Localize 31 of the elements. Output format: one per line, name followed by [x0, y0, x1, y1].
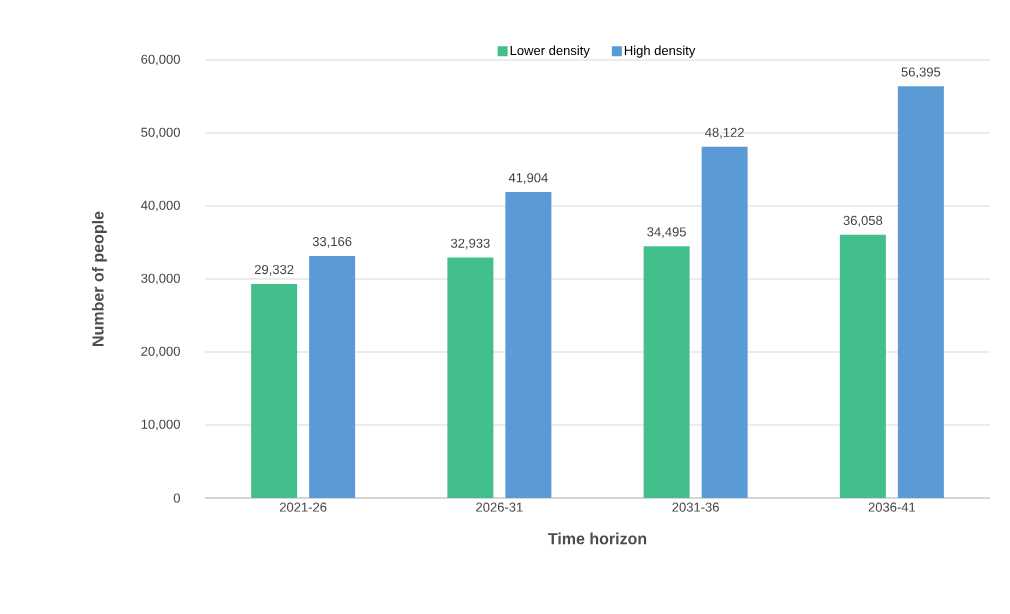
legend-label: Lower density: [510, 45, 590, 58]
data-label: 34,495: [647, 227, 686, 238]
y-tick-label: 20,000: [141, 346, 180, 358]
data-label: 56,395: [901, 67, 941, 79]
y-tick-label: 10,000: [141, 419, 180, 431]
x-tick-label: 2026-31: [476, 502, 523, 512]
y-tick-label: 30,000: [141, 273, 180, 285]
data-label: 29,332: [254, 264, 294, 276]
bar: [309, 255, 356, 498]
x-tick-label: 2031-36: [672, 502, 719, 512]
bar: [505, 192, 552, 498]
bar: [701, 146, 748, 498]
bar: [897, 86, 944, 498]
y-tick-label: 50,000: [141, 127, 180, 139]
data-label: 41,904: [508, 173, 548, 184]
legend-label: High density: [624, 45, 696, 58]
bar: [447, 257, 494, 498]
y-tick-label: 40,000: [141, 200, 180, 212]
y-tick-label: 60,000: [141, 54, 180, 66]
y-axis-title: Number of people: [91, 211, 107, 346]
x-tick-label: 2021-26: [279, 502, 327, 512]
x-tick-label: 2036-41: [868, 502, 916, 512]
data-label: 32,933: [451, 238, 490, 250]
x-axis-title: Time horizon: [548, 532, 647, 545]
data-label: 33,166: [312, 236, 352, 248]
bar: [251, 283, 298, 498]
bar: [839, 234, 886, 498]
data-label: 48,122: [705, 127, 744, 139]
bar: [643, 246, 690, 498]
data-label: 36,058: [843, 215, 883, 227]
y-tick-label: 0: [173, 493, 180, 503]
